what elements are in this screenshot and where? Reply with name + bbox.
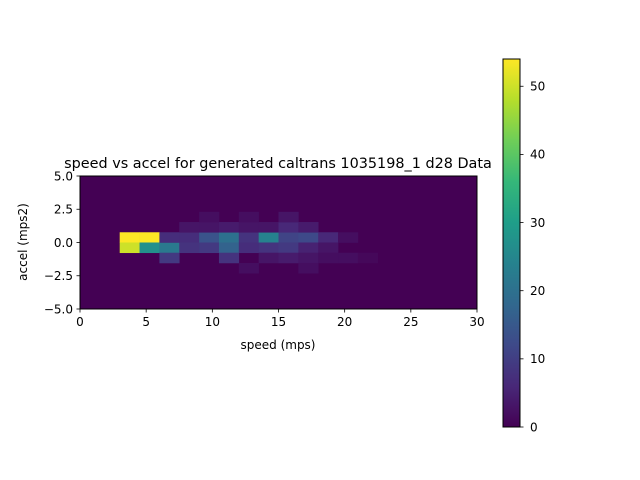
heatmap-cell <box>238 262 259 274</box>
heatmap-cell <box>199 242 220 254</box>
colorbar-tick-label: 30 <box>530 216 545 230</box>
heatmap-cell <box>278 211 299 223</box>
heatmap-cell <box>298 222 319 233</box>
heatmap-cell <box>318 242 339 254</box>
heatmap-cell <box>139 232 160 243</box>
heatmap-cell <box>258 232 279 243</box>
colorbar-axis: 0 10 20 30 40 50 <box>520 80 545 434</box>
heatmap-cell <box>338 252 359 264</box>
x-tick-label: 25 <box>403 315 418 329</box>
y-tick-label: 0.0 <box>54 236 73 250</box>
heatmap-cell <box>218 232 240 243</box>
heatmap-cell <box>258 242 279 254</box>
heatmap-cell <box>218 222 240 233</box>
heatmap-cell <box>318 252 339 264</box>
heatmap-cell <box>238 222 259 233</box>
heatmap-cell <box>357 252 379 264</box>
y-tick-label: 2.5 <box>54 203 73 217</box>
heatmap-cell <box>199 222 220 233</box>
heatmap-cell <box>218 242 240 254</box>
colorbar-tick-label: 20 <box>530 284 545 298</box>
heatmap-cell <box>338 232 359 243</box>
heatmap-cell <box>298 242 319 254</box>
heatmap-cell <box>298 232 319 243</box>
chart-title: speed vs accel for generated caltrans 10… <box>64 156 492 172</box>
heatmap-cell <box>258 252 279 264</box>
x-axis-label: speed (mps) <box>241 338 316 352</box>
x-axis: 0 5 10 15 20 25 30 <box>76 309 485 329</box>
heatmap-cell <box>298 252 319 264</box>
x-tick-label: 30 <box>469 315 484 329</box>
heatmap-cell <box>238 211 259 223</box>
y-tick-label: −5.0 <box>44 302 73 316</box>
x-tick-label: 0 <box>76 315 84 329</box>
heatmap-cell <box>159 232 180 243</box>
colorbar <box>503 59 520 427</box>
y-tick-label: −2.5 <box>44 269 73 283</box>
x-tick-label: 20 <box>337 315 352 329</box>
heatmap-cell <box>199 232 220 243</box>
heatmap-cell <box>278 232 299 243</box>
heatmap-cell <box>179 242 200 254</box>
heatmap-cell <box>238 232 259 243</box>
heatmap-cell <box>119 242 140 254</box>
y-axis: 5.0 2.5 0.0 −2.5 −5.0 <box>44 169 80 316</box>
heatmap-cell <box>278 242 299 254</box>
colorbar-tick-label: 50 <box>530 80 545 94</box>
y-axis-label: accel (mps2) <box>16 203 30 281</box>
heatmap-cell <box>238 242 259 254</box>
plot-area <box>80 176 477 309</box>
heatmap-cell <box>258 222 279 233</box>
x-tick-label: 10 <box>205 315 220 329</box>
heatmap-cell <box>139 242 160 254</box>
heatmap-cell <box>179 222 200 233</box>
heatmap-cell <box>179 232 200 243</box>
heatmap-cell <box>119 232 140 243</box>
y-tick-label: 5.0 <box>54 169 73 183</box>
x-tick-label: 15 <box>271 315 286 329</box>
heatmap-cell <box>278 222 299 233</box>
colorbar-tick-label: 10 <box>530 352 545 366</box>
heatmap-cell <box>278 252 299 264</box>
colorbar-tick-label: 0 <box>530 420 538 434</box>
colorbar-frame <box>502 58 521 428</box>
heatmap-cell <box>298 262 319 274</box>
colorbar-tick-label: 40 <box>530 148 545 162</box>
x-tick-label: 5 <box>142 315 150 329</box>
heatmap-cell <box>218 252 240 264</box>
heatmap-cell <box>159 242 180 254</box>
heatmap-cell <box>199 211 220 223</box>
heatmap-cell <box>318 232 339 243</box>
heatmap-cell <box>159 252 180 264</box>
